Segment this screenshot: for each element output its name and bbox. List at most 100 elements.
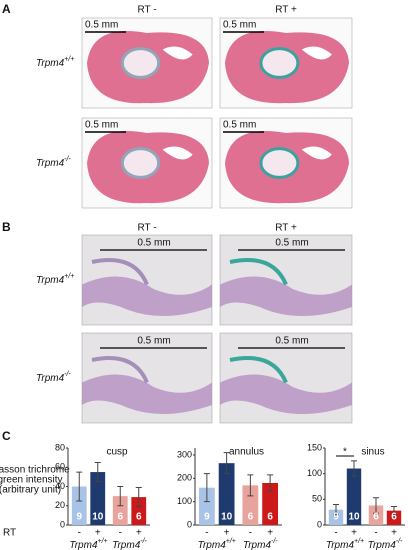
scale-bar-label: 0.5 mm <box>137 238 170 249</box>
n-label: 6 <box>391 512 397 523</box>
bar <box>198 487 215 525</box>
genotype: +/+ <box>354 538 364 545</box>
error-bar <box>203 473 210 503</box>
rt-tick-label: - <box>334 528 337 539</box>
genotype: +/+ <box>64 273 74 280</box>
cavity <box>162 46 193 60</box>
gene-name: Trpm4 <box>198 540 227 550</box>
genotype: -/- <box>271 538 278 545</box>
y-tick-label: 40 <box>55 481 65 491</box>
n-label: 10 <box>92 512 104 523</box>
genotype: -/- <box>64 371 71 378</box>
histology-image <box>219 117 353 209</box>
bar <box>386 510 402 525</box>
rt-label: RT <box>3 528 16 539</box>
y-axis-label: (arbitrary unit) <box>0 485 61 496</box>
scale-bar-label: 0.5 mm <box>137 336 170 347</box>
panel-label: C <box>2 429 11 443</box>
scale-bar-label: 0.5 mm <box>85 20 118 31</box>
error-bar <box>76 471 83 502</box>
image-border <box>219 332 353 424</box>
bar <box>346 468 362 525</box>
panel-label: B <box>2 220 11 234</box>
y-tick-label: 100 <box>177 496 192 506</box>
y-tick-label: 100 <box>307 468 322 478</box>
panel-label: A <box>2 2 11 16</box>
rt-tick-label: + <box>351 528 357 539</box>
error-bar <box>351 460 357 477</box>
chart-title: sinus <box>361 447 384 458</box>
image-border <box>219 17 353 109</box>
genotype: +/+ <box>98 538 108 545</box>
chart-title: cusp <box>106 447 128 458</box>
scale-bar-label: 0.5 mm <box>223 120 256 131</box>
y-tick-label: 150 <box>307 442 322 452</box>
y-tick-label: 300 <box>177 449 192 459</box>
genotype-label: Trpm4+/+ <box>36 273 74 286</box>
genotype-label: Trpm4-/- <box>112 538 147 550</box>
n-label: 6 <box>267 512 273 523</box>
valve <box>91 258 149 286</box>
scale-bar-label: 0.5 mm <box>275 238 308 249</box>
image-border <box>81 332 213 424</box>
histology-image <box>81 17 213 109</box>
genotype: -/- <box>140 538 147 545</box>
histology-image <box>219 17 353 109</box>
bar <box>112 496 128 525</box>
image-border <box>81 117 213 209</box>
error-bar <box>135 486 142 508</box>
n-label: 6 <box>117 512 123 523</box>
error-bar <box>391 506 397 516</box>
error-bar <box>373 497 379 514</box>
error-bar <box>223 452 230 475</box>
gene-name: Trpm4 <box>36 275 65 286</box>
lumen <box>259 147 300 179</box>
y-tick-label: 0 <box>60 519 65 529</box>
histology-image <box>81 117 213 209</box>
cavity <box>301 146 332 160</box>
n-label: 6 <box>248 512 254 523</box>
error-bar <box>333 503 339 516</box>
bar <box>262 483 279 525</box>
rt-tick-label: + <box>136 528 142 539</box>
rt-tick-label: + <box>95 528 101 539</box>
valve <box>91 356 149 384</box>
genotype: +/+ <box>226 538 236 545</box>
image-border <box>219 234 353 326</box>
gene-name: Trpm4 <box>69 540 98 550</box>
genotype-label: Trpm4+/+ <box>36 56 74 69</box>
tissue <box>220 374 352 414</box>
scale-bar-label: 0.5 mm <box>275 336 308 347</box>
bar <box>242 485 259 525</box>
bar <box>131 497 147 525</box>
y-tick-label: 200 <box>177 473 192 483</box>
image-border <box>81 234 213 326</box>
tissue <box>220 276 352 316</box>
y-tick-label: 50 <box>312 494 322 504</box>
gene-name: Trpm4 <box>368 540 397 550</box>
y-tick-label: 80 <box>55 442 65 452</box>
rt-tick-label: - <box>119 528 122 539</box>
rt-tick-label: + <box>267 528 273 539</box>
image-border <box>219 117 353 209</box>
genotype-label: Trpm4+/+ <box>326 538 364 550</box>
rt-tick-label: - <box>205 528 208 539</box>
valve <box>229 356 288 384</box>
rt-tick-label: - <box>249 528 252 539</box>
lumen <box>259 47 300 79</box>
rt-tick-label: + <box>224 528 230 539</box>
genotype-label: Trpm4-/- <box>36 371 71 384</box>
n-label: 9 <box>333 512 339 523</box>
bar <box>218 463 235 525</box>
rt-tick-label: - <box>78 528 81 539</box>
gene-name: Trpm4 <box>243 540 272 550</box>
genotype-label: Trpm4+/+ <box>198 538 236 550</box>
column-header: RT - <box>137 223 156 234</box>
tissue <box>82 276 212 316</box>
tissue <box>82 374 212 414</box>
y-tick-label: 20 <box>55 500 65 510</box>
genotype-label: Trpm4+/+ <box>69 538 107 550</box>
scale-bar-label: 0.5 mm <box>223 20 256 31</box>
y-axis-label: Masson trichrome <box>0 465 70 476</box>
